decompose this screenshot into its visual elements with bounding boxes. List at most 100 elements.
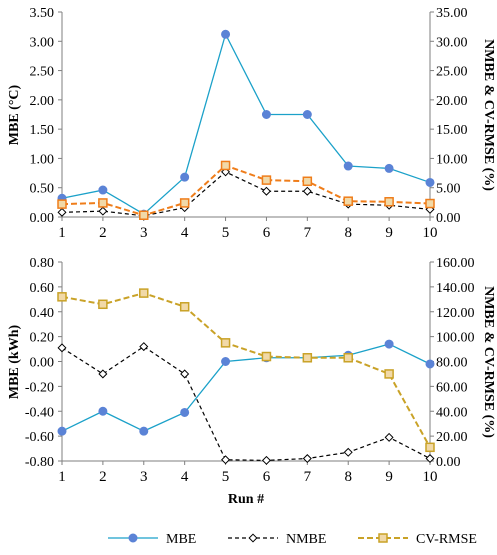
chart-2-y-axis-title: MBE (kWh) <box>7 325 22 400</box>
chart-2-nmbe-point <box>302 454 312 464</box>
chart-1-x-tick-label: 5 <box>222 225 230 241</box>
chart-2-y-tick-label: 0.20 <box>30 331 55 346</box>
chart-2-y2-tick-label: 100.00 <box>436 331 475 346</box>
chart-2-x-tick-label: 3 <box>140 469 148 485</box>
chart-2-x-tick-label: 1 <box>58 469 66 485</box>
chart-1-cv-rmse-point <box>139 210 149 220</box>
chart-1-y2-tick-label: 5.00 <box>436 182 461 197</box>
legend-mbe-label: MBE <box>166 532 196 547</box>
chart-1-mbe-point <box>425 177 435 187</box>
chart-1-y-tick-label: 0.50 <box>30 182 55 197</box>
chart-2-mbe-point <box>180 407 190 417</box>
chart-1-x-tick-label: 2 <box>99 225 107 241</box>
chart-2-x-tick-label: 5 <box>222 469 230 485</box>
chart-1-nmbe-point <box>98 206 108 216</box>
chart-2-cv-rmse-point <box>384 369 394 379</box>
chart-2-cv-rmse-point <box>343 353 353 363</box>
chart-2-cv-rmse-point <box>98 299 108 310</box>
chart-2-x-tick-label: 4 <box>181 469 189 485</box>
chart-2-y-tick-label: -0.40 <box>25 405 54 420</box>
chart-1-mbe-point <box>180 172 190 182</box>
chart-1-y-tick-label: 3.00 <box>30 35 55 50</box>
chart-2-cv-rmse-point <box>302 353 313 363</box>
chart-2-y-tick-label: -0.60 <box>25 430 54 445</box>
chart-2-y-tick-label: 0.80 <box>30 256 55 271</box>
chart-1-x-tick-label: 3 <box>140 225 148 241</box>
chart-1-y2-tick-label: 20.00 <box>436 94 468 109</box>
chart-2-cv-rmse-point <box>425 442 435 453</box>
chart-1-x-tick-label: 10 <box>423 225 438 241</box>
chart-1-y2-tick-label: 0.00 <box>436 211 461 226</box>
chart-2-y-tick-label: -0.20 <box>25 380 54 395</box>
chart-2-y-tick-label: -0.80 <box>25 455 54 470</box>
chart-2-cv-rmse-point <box>220 338 231 348</box>
chart-1-mbe-point <box>302 110 312 119</box>
chart-2-nmbe-point <box>180 369 190 379</box>
chart-1-cv-rmse-point <box>57 199 67 209</box>
chart-1-y-tick-label: 2.00 <box>30 94 55 109</box>
chart-2-mbe-point <box>139 426 149 436</box>
chart-1-mbe-point <box>261 110 271 119</box>
chart-1-mbe-point <box>221 29 231 39</box>
chart-1-cv-rmse-point <box>98 198 108 208</box>
chart-2-cv-rmse-line <box>61 292 431 448</box>
chart-2-nmbe-point <box>425 454 435 464</box>
chart-1-y2-tick-label: 25.00 <box>436 65 468 80</box>
chart-1-cv-rmse-point <box>384 197 394 207</box>
chart-2-y2-tick-label: 20.00 <box>436 430 468 445</box>
chart-1-cv-rmse-point <box>343 196 353 206</box>
chart-1-mbe-line <box>61 32 431 215</box>
chart-2-nmbe-point <box>221 455 231 465</box>
chart-1-nmbe-point <box>302 186 312 196</box>
chart-1-nmbe-point <box>57 207 67 217</box>
chart-2-y2-tick-label: 160.00 <box>436 256 475 271</box>
chart-2-mbe-point <box>57 426 67 436</box>
chart-2-y2-tick-label: 80.00 <box>436 356 468 371</box>
chart-2-cv-rmse-point <box>261 351 272 362</box>
chart-2-y-tick-label: 0.00 <box>30 356 55 371</box>
chart-2-y2-tick-label: 40.00 <box>436 405 468 420</box>
chart-1-x-tick-label: 4 <box>181 225 189 241</box>
chart-2-mbe-point <box>221 357 231 366</box>
chart-1-y2-tick-label: 10.00 <box>436 152 468 167</box>
chart-1-cv-rmse-point <box>179 198 190 208</box>
chart-1-x-tick-label: 6 <box>263 225 271 241</box>
legend-nmbe-label: NMBE <box>286 532 326 547</box>
chart-2-x-tick-label: 2 <box>99 469 107 485</box>
chart-2-y2-tick-label: 140.00 <box>436 281 475 296</box>
chart-2-cv-rmse-point <box>139 288 149 298</box>
chart-2-mbe-point <box>384 339 394 349</box>
chart-2-x-tick-label: 9 <box>385 469 393 485</box>
chart-2-y2-tick-label: 120.00 <box>436 306 475 321</box>
chart-1-cv-rmse-point <box>302 176 313 187</box>
chart-1-cv-rmse-point <box>220 160 231 171</box>
chart-1-x-tick-label: 8 <box>344 225 352 241</box>
chart-1-nmbe-line <box>61 171 431 217</box>
chart-2-nmbe-point <box>343 447 353 457</box>
chart-2-nmbe-point <box>384 432 394 442</box>
chart-1-y2-tick-label: 15.00 <box>436 123 468 138</box>
chart-2-x-tick-label: 7 <box>304 469 312 485</box>
legend-nmbe-marker <box>248 533 258 543</box>
chart-1-y2-tick-label: 35.00 <box>436 6 468 21</box>
chart-1-mbe-point <box>384 163 394 173</box>
legend-cv-rmse-label: CV-RMSE <box>416 532 477 547</box>
chart-1-x-tick-label: 9 <box>385 225 393 241</box>
chart-1-y-tick-label: 1.00 <box>30 152 55 167</box>
chart-2-x-axis-title: Run # <box>228 492 264 507</box>
chart-2-y-tick-label: 0.40 <box>30 306 55 321</box>
chart-1-mbe-point <box>343 161 353 171</box>
chart-2-y2-tick-label: 60.00 <box>436 380 468 395</box>
chart-1-y2-tick-label: 30.00 <box>436 35 468 50</box>
chart-2-y2-axis-title: NMBE & CV-RMSE (%) <box>481 286 496 438</box>
chart-2-cv-rmse-point <box>57 292 67 302</box>
chart-1-y-tick-label: 0.00 <box>30 211 55 226</box>
chart-1-y2-axis-title: NMBE & CV-RMSE (%) <box>481 39 496 191</box>
chart-2-nmbe-point <box>139 342 149 352</box>
legend-cv-rmse-marker <box>378 533 388 543</box>
chart-2-cv-rmse-point <box>179 302 190 312</box>
chart-1-mbe-point <box>98 185 108 195</box>
chart-2-mbe-point <box>425 359 435 369</box>
